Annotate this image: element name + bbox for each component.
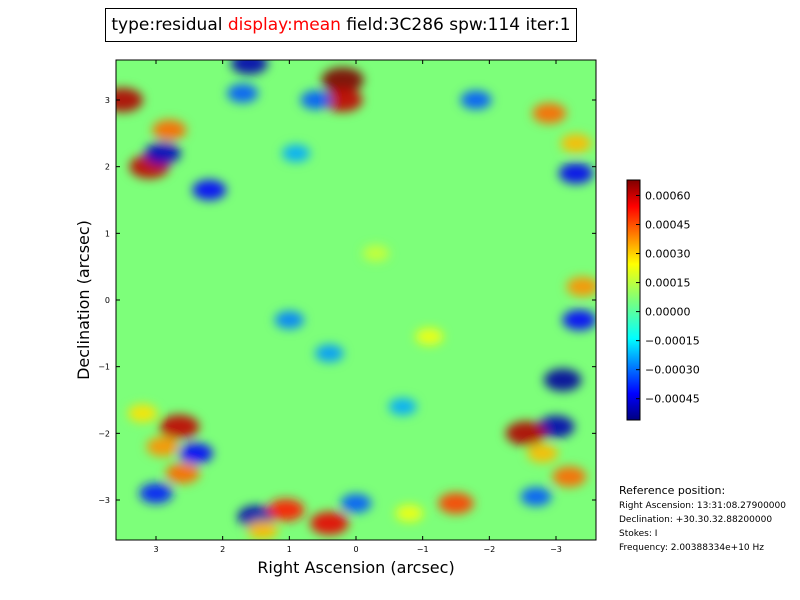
title-display[interactable]: display:mean <box>227 15 341 35</box>
colorbar-tick-label-2: 0.00030 <box>645 248 691 261</box>
reference-stokes: Stokes: I <box>619 529 658 539</box>
reference-ra: Right Ascension: 13:31:08.27900000 <box>619 501 786 511</box>
heatmap-feature-18 <box>527 443 559 463</box>
heatmap-feature-9 <box>300 90 332 110</box>
heatmap-feature-21 <box>415 328 444 346</box>
heatmap-feature-5 <box>144 142 181 165</box>
x-tick-label-3: 0 <box>353 545 358 554</box>
heatmap-feature-10 <box>532 103 567 124</box>
heatmap-feature-6 <box>192 179 227 201</box>
heatmap-feature-27 <box>127 404 158 423</box>
x-tick-label-4: −1 <box>417 545 429 554</box>
heatmap-feature-8 <box>227 83 259 103</box>
heatmap-feature-1 <box>322 88 363 112</box>
x-tick-label-2: 1 <box>287 545 292 554</box>
heatmap-feature-33 <box>247 520 279 540</box>
heatmap-feature-19 <box>552 466 587 487</box>
colorbar-tick-label-4: 0.00000 <box>645 306 691 319</box>
y-tick-label-1: 2 <box>105 163 110 172</box>
colorbar-ticks: 0.00060 0.00045 0.00030 0.00015 0.00000 −0.00… <box>636 189 700 406</box>
colorbar-tick-label-7: −0.00045 <box>645 393 700 406</box>
reference-dec: Declination: +30.30.32.88200000 <box>619 515 773 525</box>
plot-title-box: type:residual display:mean field:3C286 s… <box>105 8 577 42</box>
colorbar: 0.00060 0.00045 0.00030 0.00015 0.00000 −0.00… <box>626 179 700 421</box>
heatmap-feature-0 <box>321 67 364 93</box>
heatmap-feature-29 <box>179 443 213 464</box>
heatmap-feature-34 <box>340 493 372 513</box>
heatmap-feature-4 <box>152 119 187 141</box>
colorbar-tick-label-1: 0.00045 <box>645 219 691 232</box>
title-spw: spw:114 <box>449 15 521 35</box>
colorbar-tick-label-6: −0.00030 <box>645 364 700 377</box>
heatmap-feature-14 <box>562 309 596 331</box>
heatmap-feature-26 <box>165 463 200 484</box>
colorbar-tick-label-5: −0.00015 <box>645 335 700 348</box>
title-type: type:residual <box>111 15 223 35</box>
heatmap-feature-25 <box>146 436 179 457</box>
title-iter: iter:1 <box>525 15 571 35</box>
heatmap-feature-39 <box>362 245 390 262</box>
colorbar-tick-label-3: 0.00015 <box>645 277 691 290</box>
heatmap-feature-40 <box>282 144 310 162</box>
heatmap-feature-37 <box>388 398 417 416</box>
heatmap-feature-32 <box>310 511 349 535</box>
heatmap-feature-20 <box>520 487 552 507</box>
heatmap-feature-16 <box>537 415 575 438</box>
heatmap-feature-35 <box>274 310 305 330</box>
heatmap-feature-11 <box>560 133 592 153</box>
heatmap-feature-7 <box>230 60 268 75</box>
y-tick-label-0: 3 <box>105 96 110 105</box>
title-field: field:3C286 <box>346 15 444 35</box>
x-axis: 3 2 1 0 −1 −2 −3 <box>153 60 562 554</box>
heatmap-feature-31 <box>267 498 305 522</box>
heatmap-feature-23 <box>395 504 424 522</box>
reference-position-info: Reference position: Right Ascension: 13:… <box>619 485 786 558</box>
y-tick-label-3: 0 <box>105 296 110 305</box>
heatmap-features <box>116 60 596 540</box>
heatmap-feature-17 <box>505 421 547 446</box>
colorbar-tick-label-0: 0.00060 <box>645 189 691 202</box>
heatmap-feature-28 <box>139 483 173 504</box>
x-tick-label-1: 2 <box>220 545 225 554</box>
y-axis: 3 2 1 0 −1 −2 −3 <box>98 96 596 505</box>
y-tick-label-2: 1 <box>105 229 110 238</box>
x-tick-label-0: 3 <box>153 545 158 554</box>
x-tick-label-5: −2 <box>483 545 495 554</box>
heatmap-feature-22 <box>438 492 474 515</box>
y-tick-label-6: −3 <box>98 496 110 505</box>
heatmap-feature-24 <box>159 414 200 439</box>
reference-frequency: Frequency: 2.00388334e+10 Hz <box>619 543 765 553</box>
heatmap-feature-2 <box>116 87 143 113</box>
x-axis-label: Right Ascension (arcsec) <box>257 558 454 577</box>
heatmap-feature-36 <box>315 344 344 363</box>
heatmap-feature-15 <box>543 368 582 392</box>
x-tick-label-6: −3 <box>550 545 562 554</box>
heatmap-feature-13 <box>566 276 596 297</box>
reference-title: Reference position: <box>619 484 726 497</box>
colorbar-gradient <box>626 179 641 421</box>
plot-area <box>115 59 597 541</box>
y-axis-label: Declination (arcsec) <box>74 220 93 380</box>
heatmap-feature-38 <box>460 90 492 110</box>
y-tick-label-4: −1 <box>98 363 110 372</box>
heatmap-feature-12 <box>558 162 594 184</box>
y-tick-label-5: −2 <box>98 429 110 438</box>
